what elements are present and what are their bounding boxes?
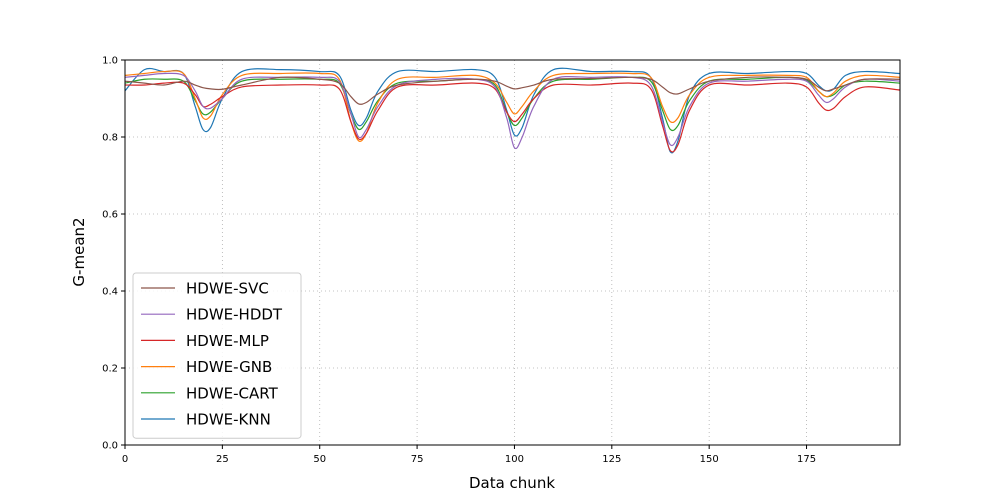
legend-label: HDWE-SVC [186,280,269,298]
y-axis-label: G-mean2 [70,217,88,286]
y-tick-label: 0.8 [102,133,118,144]
y-tick-label: 0.4 [102,287,118,298]
y-tick-label: 1.0 [102,56,118,67]
x-tick-label: 125 [602,454,621,465]
legend-label: HDWE-CART [186,384,279,402]
plot-frame [124,59,901,446]
x-tick-label: 150 [700,454,719,465]
legend-label: HDWE-KNN [186,411,271,429]
series-lines [124,67,901,154]
y-tick-label: 0.6 [102,210,118,221]
legend: HDWE-SVC HDWE-HDDT HDWE-MLP HDWE-GNB HDWE-CA… [132,272,302,439]
x-tick-label: 50 [313,454,326,465]
x-axis-ticks: 0 25 50 75 100 125 150 175 [122,445,816,465]
y-tick-label: 0.0 [102,441,118,452]
y-tick-label: 0.2 [102,364,118,375]
series-line-hdwe-hddt [124,72,901,150]
x-tick-label: 0 [122,454,128,465]
legend-label: HDWE-HDDT [186,306,283,324]
series-line-hdwe-gnb [124,70,901,142]
y-axis-ticks: 0.0 0.2 0.4 0.6 0.8 1.0 [102,56,125,452]
legend-label: HDWE-GNB [186,358,272,376]
x-tick-label: 25 [216,454,229,465]
x-tick-label: 75 [411,454,424,465]
series-line-hdwe-mlp [124,81,901,153]
series-line-hdwe-svc [124,76,901,105]
series-line-hdwe-knn [124,67,901,154]
legend-label: HDWE-MLP [186,332,269,350]
x-tick-label: 100 [505,454,524,465]
x-tick-label: 175 [797,454,816,465]
x-axis-label: Data chunk [469,474,555,492]
